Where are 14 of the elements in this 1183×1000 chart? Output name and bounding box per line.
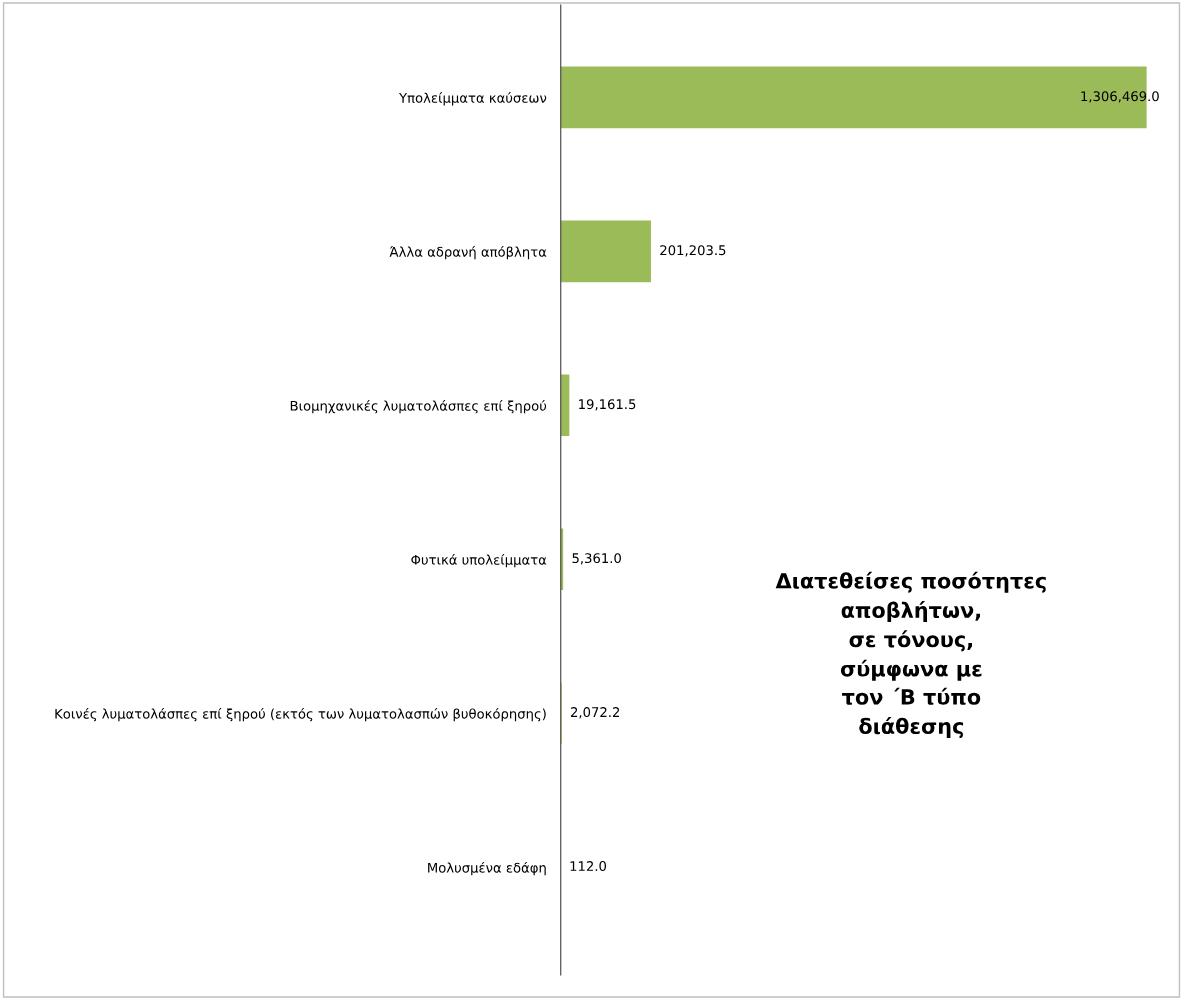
y-tick-label: Μολυσμένα εδάφη: [428, 861, 546, 876]
y-tick-label: Υπολείμματα καύσεων: [399, 92, 547, 106]
bar: [560, 220, 651, 283]
data-label: 2,072.2: [570, 707, 620, 719]
y-tick-label: Κοινές λυματολάσπες επί ξηρού (εκτός των λυματολασπών βυθοκόρησης): [55, 707, 546, 722]
data-label: 19,161.5: [579, 399, 636, 411]
y-tick-label: Βιομηχανικές λυματολάσπες επί ξηρού: [290, 400, 547, 414]
data-label: 5,361.0: [572, 553, 621, 565]
text: Διατεθείσες ποσότητες αποβλήτων, σε τόνους, σύμφωνα με τον ΄Β τύπο διάθεσης: [775, 571, 1046, 739]
y-tick-label: Φυτικά υπολείμματα: [411, 554, 547, 568]
bar: [560, 374, 570, 437]
y-tick-label: Άλλα αδρανή απόβλητα: [389, 246, 547, 260]
data-label: 201,203.5: [660, 245, 726, 257]
data-label: 112.0: [570, 861, 607, 872]
